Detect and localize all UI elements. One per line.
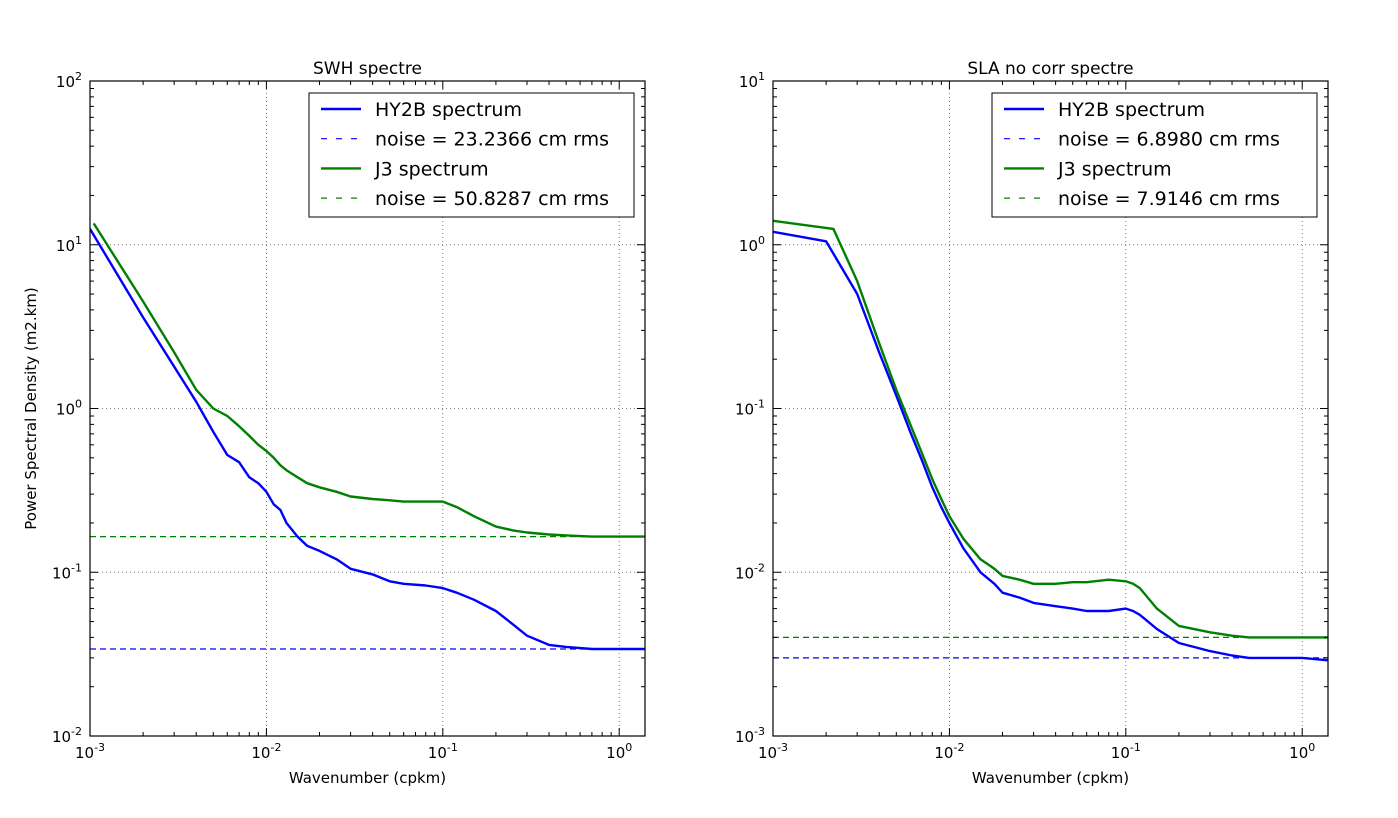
series-group [90,222,645,651]
y-tick-label: 10-3 [735,725,765,746]
legend: HY2B spectrum noise = 6.8980 cm rms J3 spe… [991,92,1318,218]
x-tick-label-base: 10 [75,744,94,762]
x-tick-label-exponent: -3 [94,741,105,754]
y-axis-label: Power Spectral Density (m2.km) [22,287,40,530]
chart-title: SWH spectre [313,59,422,79]
x-tick-label-exponent: -2 [270,741,281,754]
x-tick-label-exponent: -2 [953,741,964,754]
plot-frame [772,80,1329,737]
x-tick-label: 10-2 [251,741,281,762]
y-tick-label: 10-2 [52,725,82,746]
x-tick-label-base: 10 [251,744,270,762]
x-tick-label-base: 10 [1289,744,1308,762]
legend-label: J3 spectrum [1057,158,1172,180]
y-tick-label: 10-1 [52,561,82,582]
legend-label: J3 spectrum [374,158,489,180]
y-tick-label-base: 10 [735,728,754,746]
y-tick-label-exponent: -2 [71,725,82,738]
legend-box [991,92,1318,218]
x-tick-label-base: 10 [606,744,625,762]
y-tick-label-exponent: 2 [75,70,82,83]
x-axis-label: Wavenumber (cpkm) [972,769,1129,787]
plot-frame [89,80,646,737]
legend-label: HY2B spectrum [1058,99,1205,121]
y-tick-label-base: 10 [52,564,71,582]
y-tick-label: 101 [739,70,765,91]
y-tick-label-exponent: -1 [71,561,82,574]
y-tick-label-exponent: -1 [754,398,765,411]
x-tick-label-exponent: 0 [1308,741,1315,754]
y-tick-label: 10-2 [735,561,765,582]
legend-label: noise = 50.8287 cm rms [375,188,609,210]
y-tick-label-base: 10 [56,401,75,419]
y-tick-label-base: 10 [56,73,75,91]
series-group [773,219,1328,662]
x-tick-label: 100 [1289,741,1315,762]
x-axis-label: Wavenumber (cpkm) [289,769,446,787]
x-tick-label-exponent: -3 [777,741,788,754]
y-tick-label: 100 [56,398,82,419]
legend-label: noise = 6.8980 cm rms [1058,129,1280,151]
x-tick-label: 10-1 [1111,741,1141,762]
x-tick-label-base: 10 [758,744,777,762]
y-tick-label: 10-1 [735,398,765,419]
x-tick-label: 100 [606,741,632,762]
y-tick-label: 100 [739,234,765,255]
x-tick-label: 10-2 [934,741,964,762]
y-tick-label-exponent: -2 [754,561,765,574]
y-tick-label-base: 10 [52,728,71,746]
spectrum-line [92,222,645,538]
spectrum-line [90,228,645,651]
y-tick-label: 102 [56,70,82,91]
spectrum-line [773,219,1328,639]
y-tick-label-exponent: -3 [754,725,765,738]
legend-label: HY2B spectrum [375,99,522,121]
legend-label: noise = 23.2366 cm rms [375,129,609,151]
x-tick-label: 10-3 [758,741,788,762]
y-tick-label-base: 10 [56,237,75,255]
x-tick-label-exponent: -1 [447,741,458,754]
y-tick-label: 101 [56,234,82,255]
legend: HY2B spectrum noise = 23.2366 cm rms J3 sp… [308,92,635,218]
spectrum-line [773,230,1328,662]
x-tick-label-base: 10 [1111,744,1130,762]
legend-label: noise = 7.9146 cm rms [1058,188,1280,210]
y-tick-label-exponent: 1 [758,70,765,83]
x-tick-label: 10-1 [428,741,458,762]
x-tick-label-exponent: -1 [1130,741,1141,754]
legend-box [308,92,635,218]
y-tick-label-base: 10 [735,564,754,582]
y-tick-label-base: 10 [739,237,758,255]
y-tick-label-exponent: 1 [75,234,82,247]
x-tick-label-exponent: 0 [625,741,632,754]
y-tick-label-exponent: 0 [75,398,82,411]
x-tick-label-base: 10 [934,744,953,762]
x-tick-label: 10-3 [75,741,105,762]
y-tick-label-base: 10 [739,73,758,91]
chart-title: SLA no corr spectre [967,59,1133,79]
x-tick-label-base: 10 [428,744,447,762]
y-tick-label-exponent: 0 [758,234,765,247]
y-tick-label-base: 10 [735,401,754,419]
